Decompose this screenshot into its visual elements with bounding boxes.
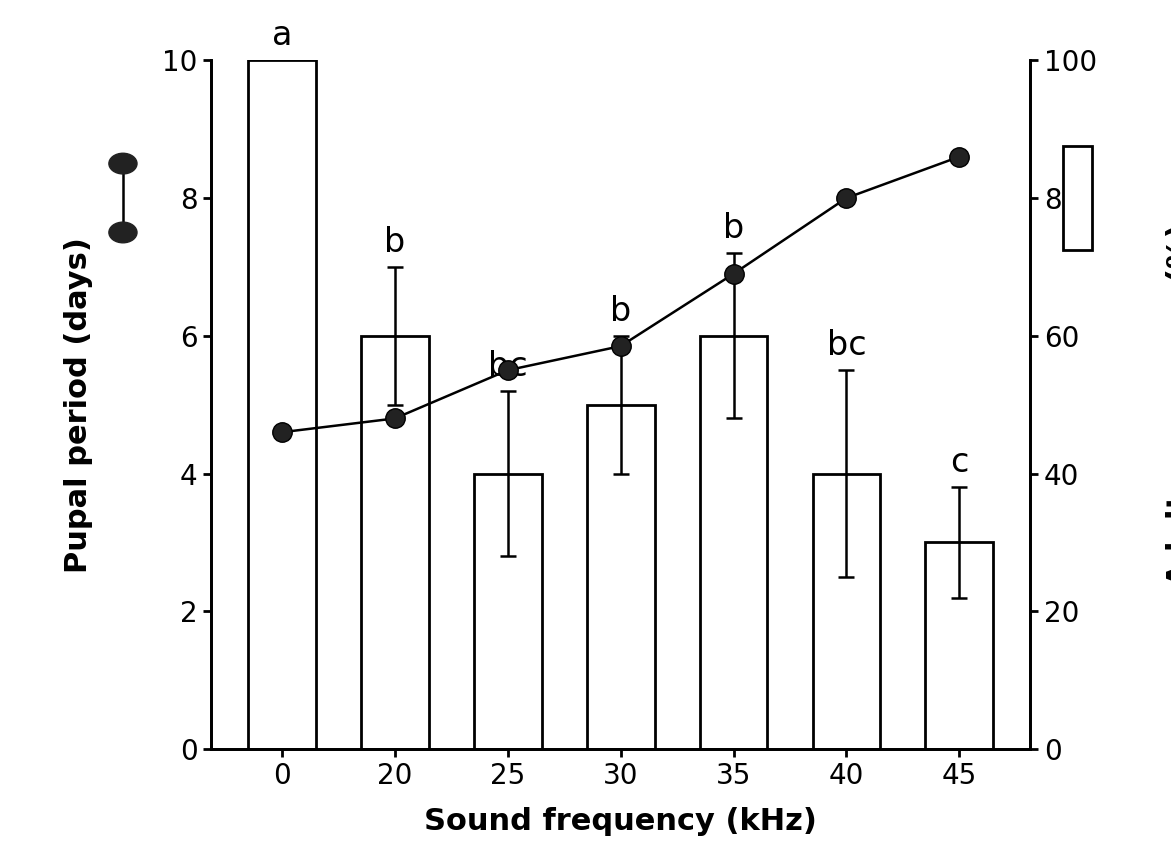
Y-axis label: Pupal period (days): Pupal period (days)	[63, 237, 93, 573]
Text: b: b	[723, 212, 744, 245]
Text: bc: bc	[488, 350, 528, 382]
Bar	[248, 60, 316, 749]
Text: bc: bc	[827, 329, 867, 362]
Bar	[925, 542, 993, 749]
Bar	[474, 474, 542, 749]
Bar	[361, 336, 429, 749]
X-axis label: Sound frequency (kHz): Sound frequency (kHz)	[424, 807, 817, 836]
Y-axis label: Adult emergence (%): Adult emergence (%)	[1166, 223, 1171, 586]
Text: c: c	[950, 446, 968, 479]
Bar	[587, 405, 655, 749]
Bar	[813, 474, 881, 749]
Text: a: a	[272, 19, 292, 52]
Text: b: b	[384, 226, 405, 258]
Text: b: b	[610, 294, 631, 327]
Bar	[699, 336, 767, 749]
